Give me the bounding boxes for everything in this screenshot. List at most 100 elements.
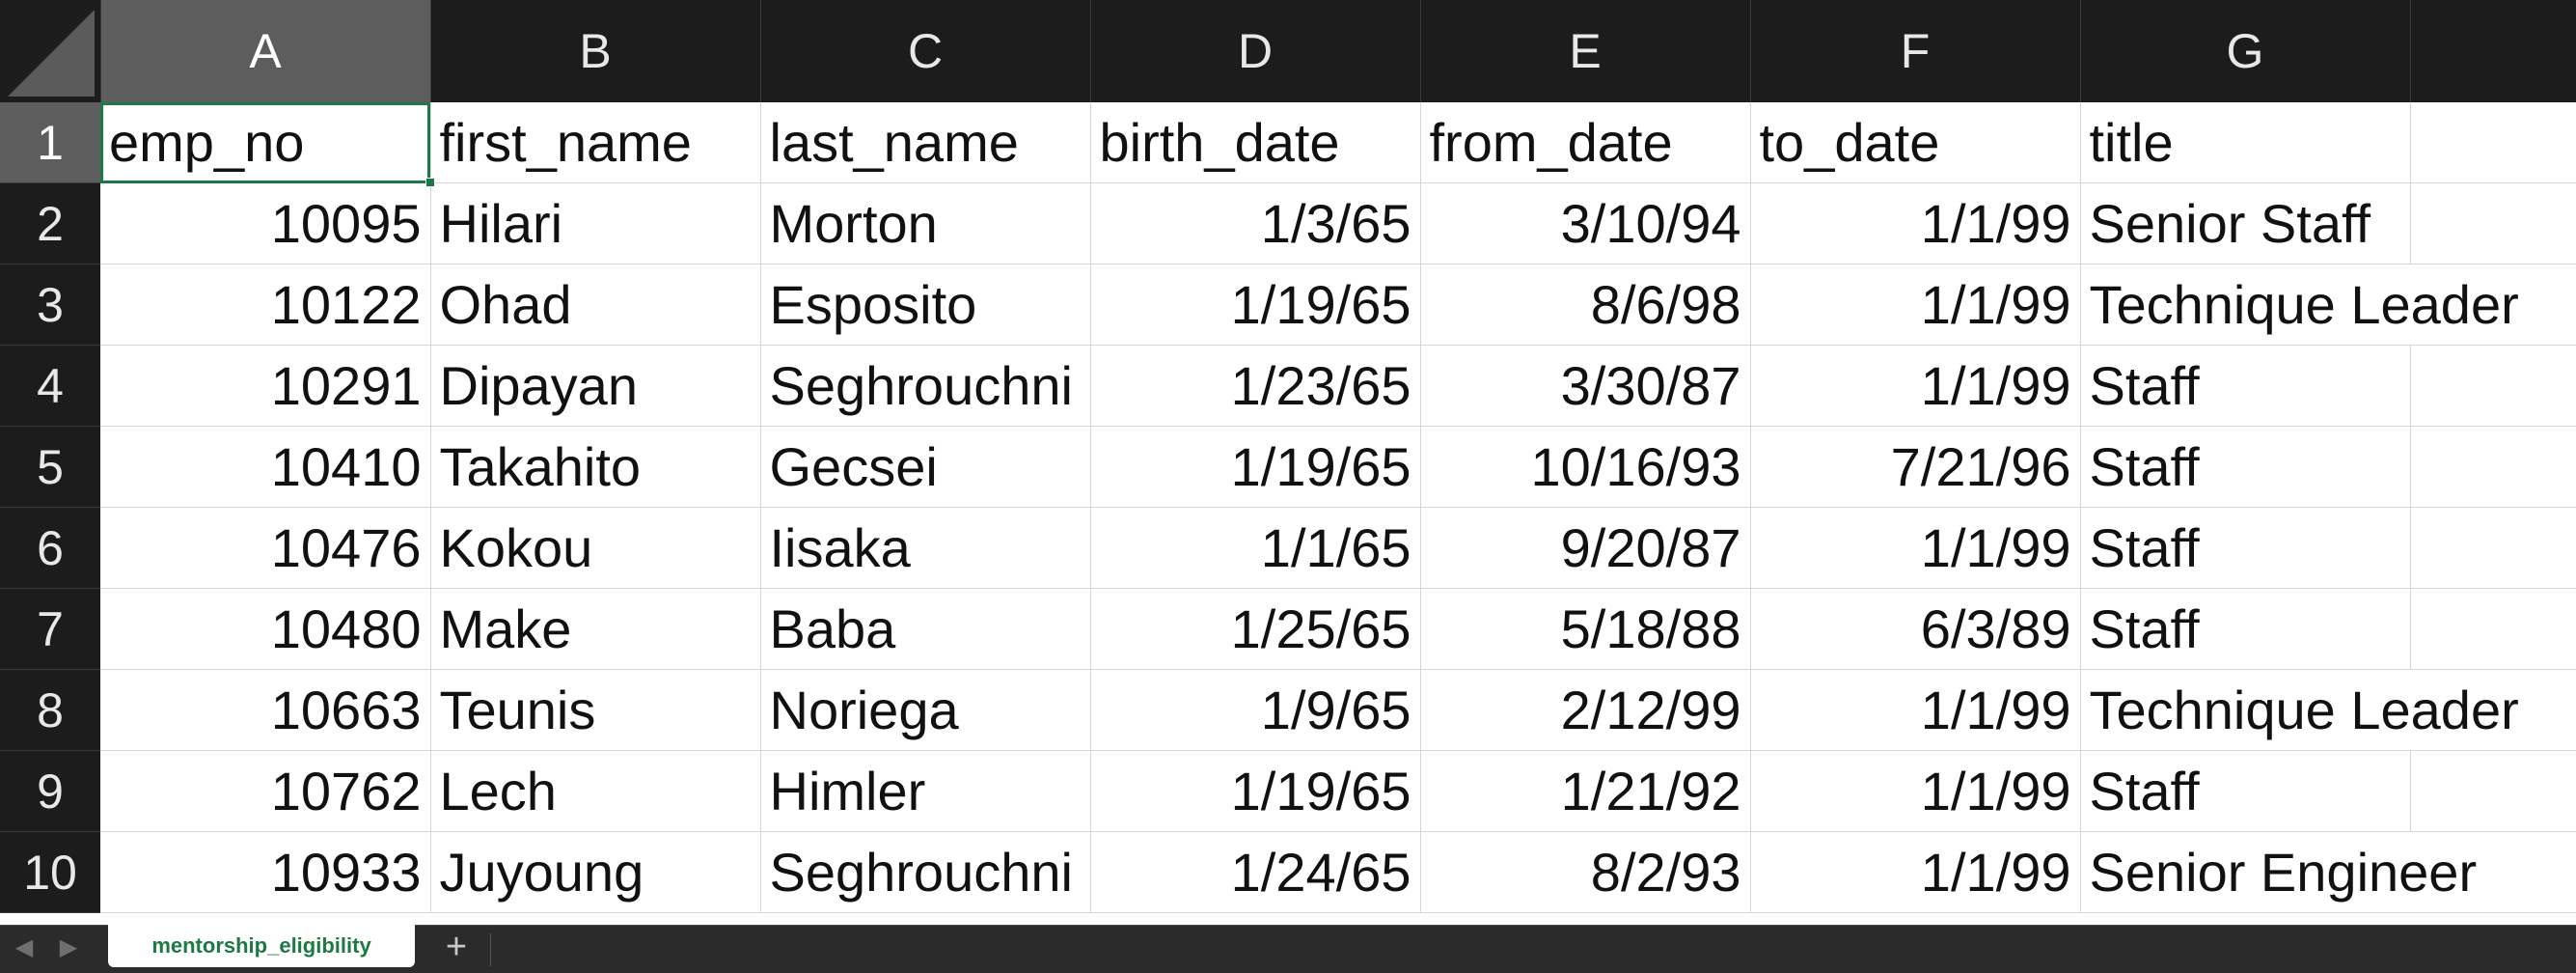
row-header-6[interactable]: 6 — [0, 507, 100, 589]
cell-a1[interactable]: emp_no — [100, 102, 435, 187]
cell-b9[interactable]: Lech — [430, 750, 761, 832]
column-header-g[interactable]: G — [2080, 0, 2411, 102]
cell-b2[interactable]: Hilari — [430, 182, 761, 264]
row-header-7[interactable]: 7 — [0, 588, 100, 670]
cell-c3[interactable]: Esposito — [760, 264, 1091, 346]
cell-e10[interactable]: 8/2/93 — [1420, 831, 1751, 913]
column-header-f[interactable]: F — [1750, 0, 2081, 102]
row-header-2[interactable]: 2 — [0, 182, 100, 264]
column-header-d[interactable]: D — [1090, 0, 1421, 102]
cell-f6[interactable]: 1/1/99 — [1750, 507, 2081, 589]
cell-a3[interactable]: 10122 — [100, 264, 431, 346]
cell-f2[interactable]: 1/1/99 — [1750, 182, 2081, 264]
cell-d8[interactable]: 1/9/65 — [1090, 669, 1421, 751]
cell-h8[interactable] — [2410, 669, 2576, 751]
column-header-a[interactable]: A — [100, 0, 431, 102]
cell-c9[interactable]: Himler — [760, 750, 1091, 832]
cell-g6[interactable]: Staff — [2080, 507, 2411, 589]
row-header-9[interactable]: 9 — [0, 750, 100, 832]
cell-b1[interactable]: first_name — [430, 102, 761, 183]
cell-h5[interactable] — [2410, 426, 2576, 508]
cell-d6[interactable]: 1/1/65 — [1090, 507, 1421, 589]
cell-d10[interactable]: 1/24/65 — [1090, 831, 1421, 913]
cell-h7[interactable] — [2410, 588, 2576, 670]
cell-g3[interactable]: Technique Leader — [2080, 264, 2519, 346]
cell-e5[interactable]: 10/16/93 — [1420, 426, 1751, 508]
cell-h2[interactable] — [2410, 182, 2576, 264]
cell-a2[interactable]: 10095 — [100, 182, 431, 264]
cell-b7[interactable]: Make — [430, 588, 761, 670]
cell-d4[interactable]: 1/23/65 — [1090, 345, 1421, 427]
cell-b4[interactable]: Dipayan — [430, 345, 761, 427]
cell-e7[interactable]: 5/18/88 — [1420, 588, 1751, 670]
cell-e2[interactable]: 3/10/94 — [1420, 182, 1751, 264]
cell-f3[interactable]: 1/1/99 — [1750, 264, 2081, 346]
cell-d1[interactable]: birth_date — [1090, 102, 1421, 183]
row-header-8[interactable]: 8 — [0, 669, 100, 751]
add-sheet-button[interactable]: + — [445, 927, 468, 967]
cell-c1[interactable]: last_name — [760, 102, 1091, 183]
cell-e6[interactable]: 9/20/87 — [1420, 507, 1751, 589]
cell-b8[interactable]: Teunis — [430, 669, 761, 751]
cell-e1[interactable]: from_date — [1420, 102, 1751, 183]
cell-h10[interactable] — [2410, 831, 2576, 913]
cell-b10[interactable]: Juyoung — [430, 831, 761, 913]
cell-a9[interactable]: 10762 — [100, 750, 431, 832]
sheet-tab-mentorship-eligibility[interactable]: mentorship_eligibility — [108, 925, 415, 967]
cell-g1[interactable]: title — [2080, 102, 2411, 183]
cell-f7[interactable]: 6/3/89 — [1750, 588, 2081, 670]
cell-c10[interactable]: Seghrouchni — [760, 831, 1091, 913]
column-header-b[interactable]: B — [430, 0, 761, 102]
cell-g8[interactable]: Technique Leader — [2080, 669, 2519, 751]
column-header-c[interactable]: C — [760, 0, 1091, 102]
cell-c4[interactable]: Seghrouchni — [760, 345, 1091, 427]
fill-handle[interactable] — [425, 178, 435, 187]
cell-a7[interactable]: 10480 — [100, 588, 431, 670]
row-header-5[interactable]: 5 — [0, 426, 100, 508]
cell-g4[interactable]: Staff — [2080, 345, 2411, 427]
cell-g2[interactable]: Senior Staff — [2080, 182, 2411, 264]
cell-f8[interactable]: 1/1/99 — [1750, 669, 2081, 751]
cell-a10[interactable]: 10933 — [100, 831, 431, 913]
row-header-3[interactable]: 3 — [0, 264, 100, 346]
cell-e8[interactable]: 2/12/99 — [1420, 669, 1751, 751]
cell-a5[interactable]: 10410 — [100, 426, 431, 508]
cell-h1[interactable] — [2410, 102, 2576, 183]
cell-c5[interactable]: Gecsei — [760, 426, 1091, 508]
cell-g5[interactable]: Staff — [2080, 426, 2411, 508]
cell-f1[interactable]: to_date — [1750, 102, 2081, 183]
cell-d3[interactable]: 1/19/65 — [1090, 264, 1421, 346]
cell-c7[interactable]: Baba — [760, 588, 1091, 670]
cell-f10[interactable]: 1/1/99 — [1750, 831, 2081, 913]
row-header-10[interactable]: 10 — [0, 831, 100, 913]
cell-c6[interactable]: Iisaka — [760, 507, 1091, 589]
cell-h9[interactable] — [2410, 750, 2576, 832]
cell-d5[interactable]: 1/19/65 — [1090, 426, 1421, 508]
cell-g9[interactable]: Staff — [2080, 750, 2411, 832]
cell-d7[interactable]: 1/25/65 — [1090, 588, 1421, 670]
cell-b5[interactable]: Takahito — [430, 426, 761, 508]
row-header-4[interactable]: 4 — [0, 345, 100, 427]
cell-b3[interactable]: Ohad — [430, 264, 761, 346]
cell-b6[interactable]: Kokou — [430, 507, 761, 589]
cell-f9[interactable]: 1/1/99 — [1750, 750, 2081, 832]
cell-e4[interactable]: 3/30/87 — [1420, 345, 1751, 427]
cell-h4[interactable] — [2410, 345, 2576, 427]
cell-e9[interactable]: 1/21/92 — [1420, 750, 1751, 832]
cell-c8[interactable]: Noriega — [760, 669, 1091, 751]
cell-h3[interactable] — [2410, 264, 2576, 346]
cell-h6[interactable] — [2410, 507, 2576, 589]
previous-sheet-icon[interactable]: ◀ — [14, 934, 34, 960]
cell-f4[interactable]: 1/1/99 — [1750, 345, 2081, 427]
column-header-h[interactable]: H — [2410, 0, 2576, 102]
cell-c2[interactable]: Morton — [760, 182, 1091, 264]
cell-d2[interactable]: 1/3/65 — [1090, 182, 1421, 264]
select-all-corner[interactable] — [0, 0, 101, 102]
cell-e3[interactable]: 8/6/98 — [1420, 264, 1751, 346]
cell-a4[interactable]: 10291 — [100, 345, 431, 427]
cell-a8[interactable]: 10663 — [100, 669, 431, 751]
row-header-1[interactable]: 1 — [0, 102, 100, 183]
cell-d9[interactable]: 1/19/65 — [1090, 750, 1421, 832]
cell-g7[interactable]: Staff — [2080, 588, 2411, 670]
next-sheet-icon[interactable]: ▶ — [59, 934, 78, 960]
